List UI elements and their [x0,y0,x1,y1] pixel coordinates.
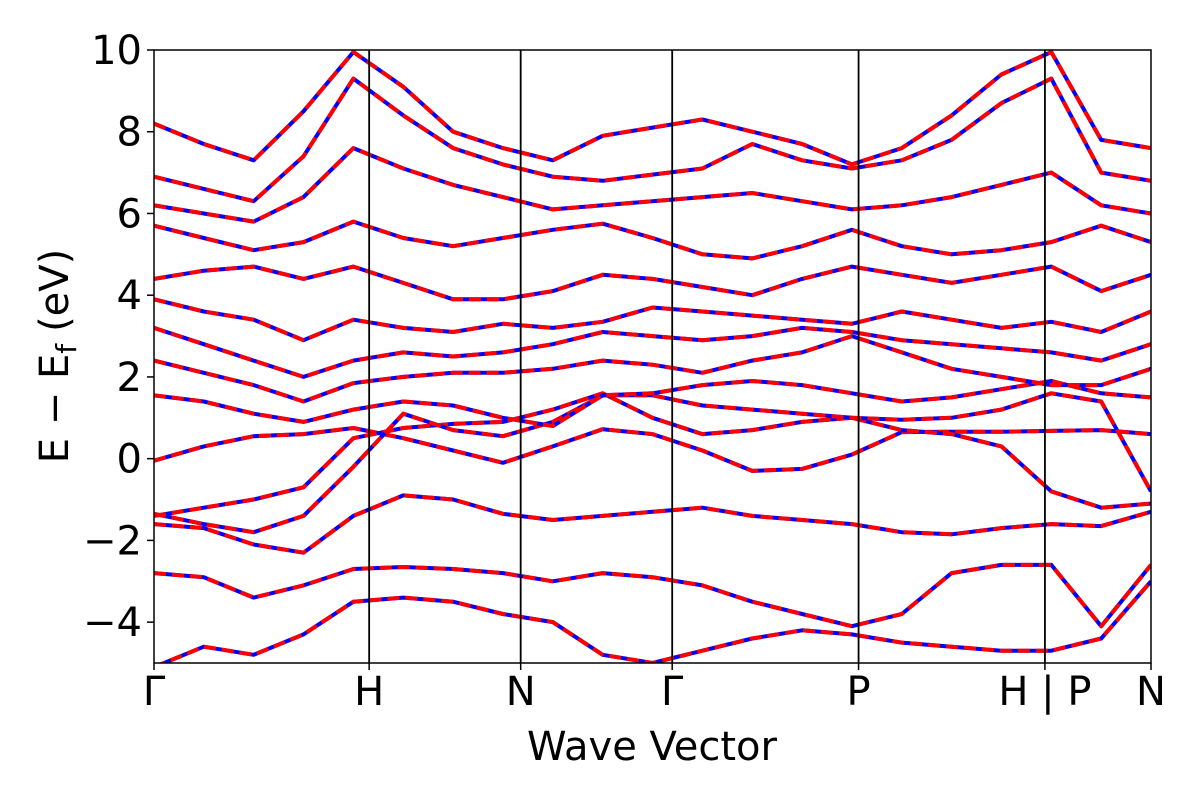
y-ticks: −4 −2 0 2 4 6 8 10 [83,28,154,646]
band-line-8-red-dashed [154,325,1151,379]
x-tick-label: N [506,669,536,715]
y-axis-title-unit: (eV) [32,249,78,332]
band-line-12-red-dashed [154,146,1151,224]
y-tick-label: 2 [117,355,142,401]
x-tick-label: N [1136,669,1166,715]
band-line-9-red-dashed [154,297,1151,343]
x-tick-label: Γ [661,669,684,715]
y-tick-label: 6 [117,191,142,237]
x-tick-label: P [847,669,871,715]
y-tick-label: 4 [117,273,142,319]
band-line-0-red-dashed [154,426,1151,473]
band-line-10-red-dashed [154,264,1151,302]
y-axis-title-subscript: f [50,343,83,354]
kpoint-lines [368,50,1046,663]
y-axis-title-main: E − E [32,354,78,464]
x-tick-label: H [354,669,384,715]
band-line-7-red-dashed [154,334,1151,404]
plot-frame [153,49,1152,664]
y-axis-title: E − Ef (eV) [32,249,83,464]
band-line-6-red-dashed [154,379,1151,428]
band-line-1-red-dashed [154,391,1151,518]
y-tick-label: 8 [117,110,142,156]
bands-layer [154,50,1151,663]
y-tick-label: 0 [117,437,142,483]
band-line-14-red-dashed [154,50,1151,167]
band-line-2-red-dashed [154,391,1151,535]
plot-background [154,50,1151,663]
x-tick-label: H | P [998,669,1091,715]
y-tick-label: 10 [91,28,142,74]
x-tick-label: Γ [143,669,166,715]
x-ticks: Γ H N Γ P H | P N [143,663,1166,715]
band-line-13-red-dashed [154,76,1151,204]
y-tick-label: −2 [83,518,142,564]
band-line-3-red-dashed [154,493,1151,555]
band-line-4-red-dashed [154,562,1151,629]
band-line-11-red-dashed [154,219,1151,261]
band-line-5-red-dashed [158,579,1151,663]
x-axis-title: Wave Vector [527,724,778,770]
y-tick-label: −4 [83,600,142,646]
